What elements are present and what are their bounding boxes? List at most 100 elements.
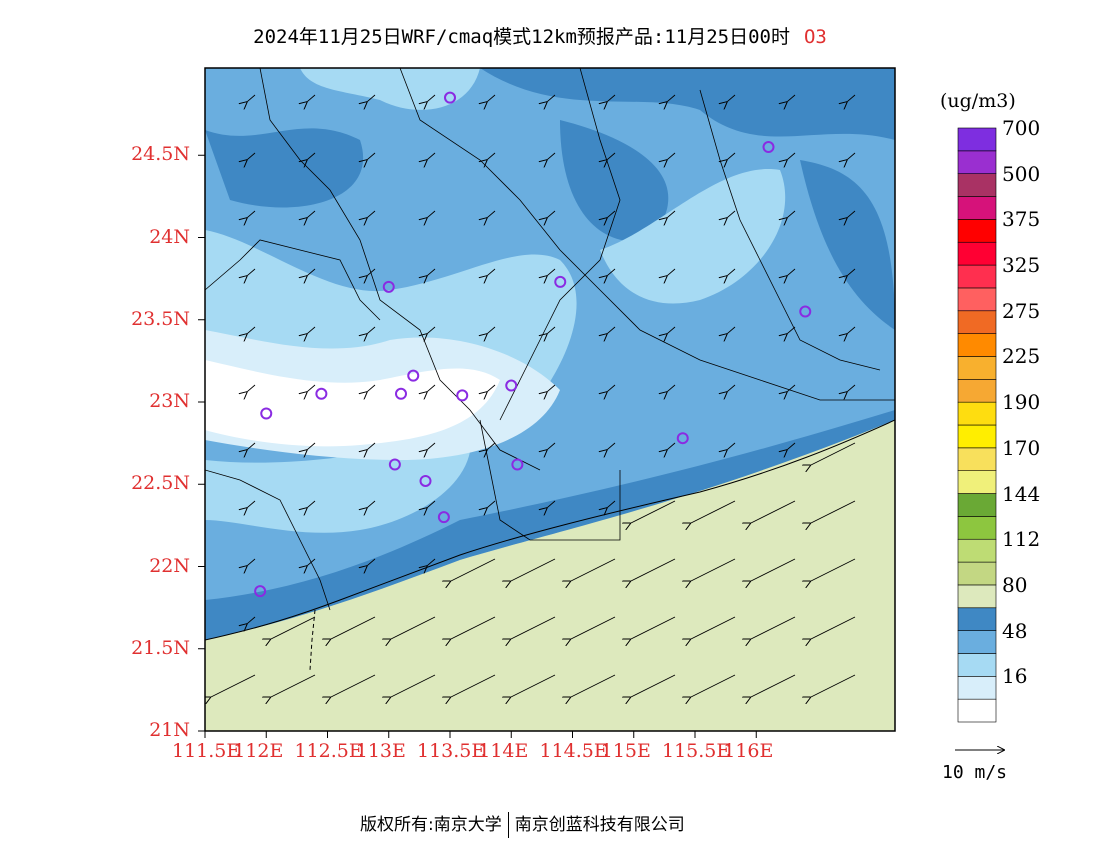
- wind-arrow: [810, 442, 856, 466]
- colorbar-label: 112: [1002, 527, 1041, 552]
- colorbar-swatch: [957, 173, 997, 197]
- wind-arrow: [307, 94, 316, 102]
- boundary-line: [205, 469, 331, 611]
- colorbar-swatch: [957, 538, 997, 563]
- colorbar-swatch: [957, 470, 997, 494]
- wind-arrow: [787, 268, 796, 276]
- longitude-label: 114.5E: [539, 740, 608, 762]
- wind-arrow: [247, 94, 256, 102]
- wind-arrow: [270, 616, 316, 640]
- wind-arrow: [727, 268, 736, 276]
- company-text: 南京创蓝科技有限公司: [514, 815, 685, 835]
- longitude-label: 113E: [355, 740, 406, 762]
- wind-arrow: [547, 500, 556, 508]
- wind-arrow: [787, 152, 796, 160]
- colorbar-label: 700: [1002, 116, 1041, 140]
- wind-arrow: [367, 326, 376, 334]
- colorbar-label: 275: [1002, 298, 1041, 323]
- wind-arrow: [307, 326, 316, 334]
- wind-arrow: [630, 558, 676, 582]
- species-label: O3: [803, 26, 827, 48]
- wind-arrow: [487, 326, 496, 334]
- wind-vectors: [210, 94, 856, 698]
- wind-arrow: [330, 616, 376, 640]
- wind-arrow: [247, 384, 256, 392]
- wind-arrow: [367, 268, 376, 276]
- station-marker: [511, 458, 524, 471]
- wind-arrow: [367, 384, 376, 392]
- wind-arrow: [427, 384, 436, 392]
- wind-arrow: [307, 210, 316, 218]
- footer: 版权所有:南京大学 南京创蓝科技有限公司: [360, 810, 685, 838]
- longitude-label: 112E: [233, 740, 284, 762]
- dark-band-center: [560, 120, 669, 242]
- colorbar: [957, 127, 997, 723]
- station-marker: [456, 389, 469, 402]
- wind-arrow: [487, 152, 496, 160]
- wind-arrow: [607, 326, 616, 334]
- wind-arrow: [607, 268, 616, 276]
- latitude-label: 21.5N: [131, 636, 190, 659]
- colorbar-swatch: [957, 698, 997, 723]
- wind-arrow: [210, 674, 256, 698]
- wind-arrow: [847, 268, 856, 276]
- colorbar-swatch: [957, 310, 997, 334]
- wind-arrow: [487, 442, 496, 450]
- station-marker: [554, 275, 567, 288]
- colorbar-swatch: [957, 150, 997, 174]
- title-text: 2024年11月25日WRF/cmaq模式12km预报产品:11月25日00时: [253, 26, 790, 48]
- wind-arrow: [330, 674, 376, 698]
- wind-arrow: [247, 558, 256, 566]
- wind-arrow: [690, 616, 736, 640]
- wind-arrow: [787, 384, 796, 392]
- map-title: 2024年11月25日WRF/cmaq模式12km预报产品:11月25日00时 O…: [0, 22, 1080, 49]
- coastal-dark-band: [205, 410, 895, 640]
- wind-arrow: [750, 500, 796, 524]
- wind-arrow: [810, 500, 856, 524]
- wind-arrow: [427, 94, 436, 102]
- wind-arrow: [690, 500, 736, 524]
- footer-separator: [507, 812, 509, 838]
- boundary-line: [479, 419, 621, 541]
- coastline: [205, 419, 895, 641]
- wind-arrow: [247, 500, 256, 508]
- longitude-label: 116E: [723, 740, 774, 762]
- wind-arrow: [727, 442, 736, 450]
- wind-arrow: [667, 326, 676, 334]
- monitoring-stations: [254, 91, 812, 598]
- wind-arrow: [307, 384, 316, 392]
- wind-arrow: [547, 152, 556, 160]
- wind-arrow: [667, 442, 676, 450]
- wind-arrow: [307, 558, 316, 566]
- wind-arrow: [450, 616, 496, 640]
- wind-arrow: [367, 152, 376, 160]
- wind-arrow: [727, 326, 736, 334]
- station-marker: [799, 305, 812, 318]
- colorbar-label: 48: [1002, 618, 1028, 643]
- wind-arrow: [487, 500, 496, 508]
- station-marker: [444, 91, 456, 104]
- wind-arrow: [667, 152, 676, 160]
- longitude-label: 112.5E: [294, 740, 363, 762]
- colorbar-label: 225: [1002, 344, 1041, 369]
- colorbar-swatch: [957, 584, 997, 609]
- wind-arrow: [367, 558, 376, 566]
- wind-arrow: [727, 94, 736, 102]
- colorbar-swatch: [957, 241, 997, 266]
- colorbar-swatch: [957, 196, 997, 220]
- colorbar-unit: (ug/m3): [940, 90, 1016, 112]
- wind-arrow: [307, 152, 316, 160]
- wind-arrow: [247, 210, 256, 218]
- longitude-label: 114E: [478, 740, 529, 762]
- wind-arrow: [367, 500, 376, 508]
- wind-arrow: [570, 616, 616, 640]
- wind-arrow: [547, 442, 556, 450]
- colorbar-swatch: [957, 127, 997, 152]
- latitude-label: 23N: [149, 390, 190, 412]
- boundary-line: [399, 68, 895, 401]
- wind-arrow: [570, 558, 616, 582]
- wind-arrow: [247, 326, 256, 334]
- wind-arrow: [307, 500, 316, 508]
- wind-arrow: [390, 674, 436, 698]
- colorbar-swatch: [957, 493, 997, 517]
